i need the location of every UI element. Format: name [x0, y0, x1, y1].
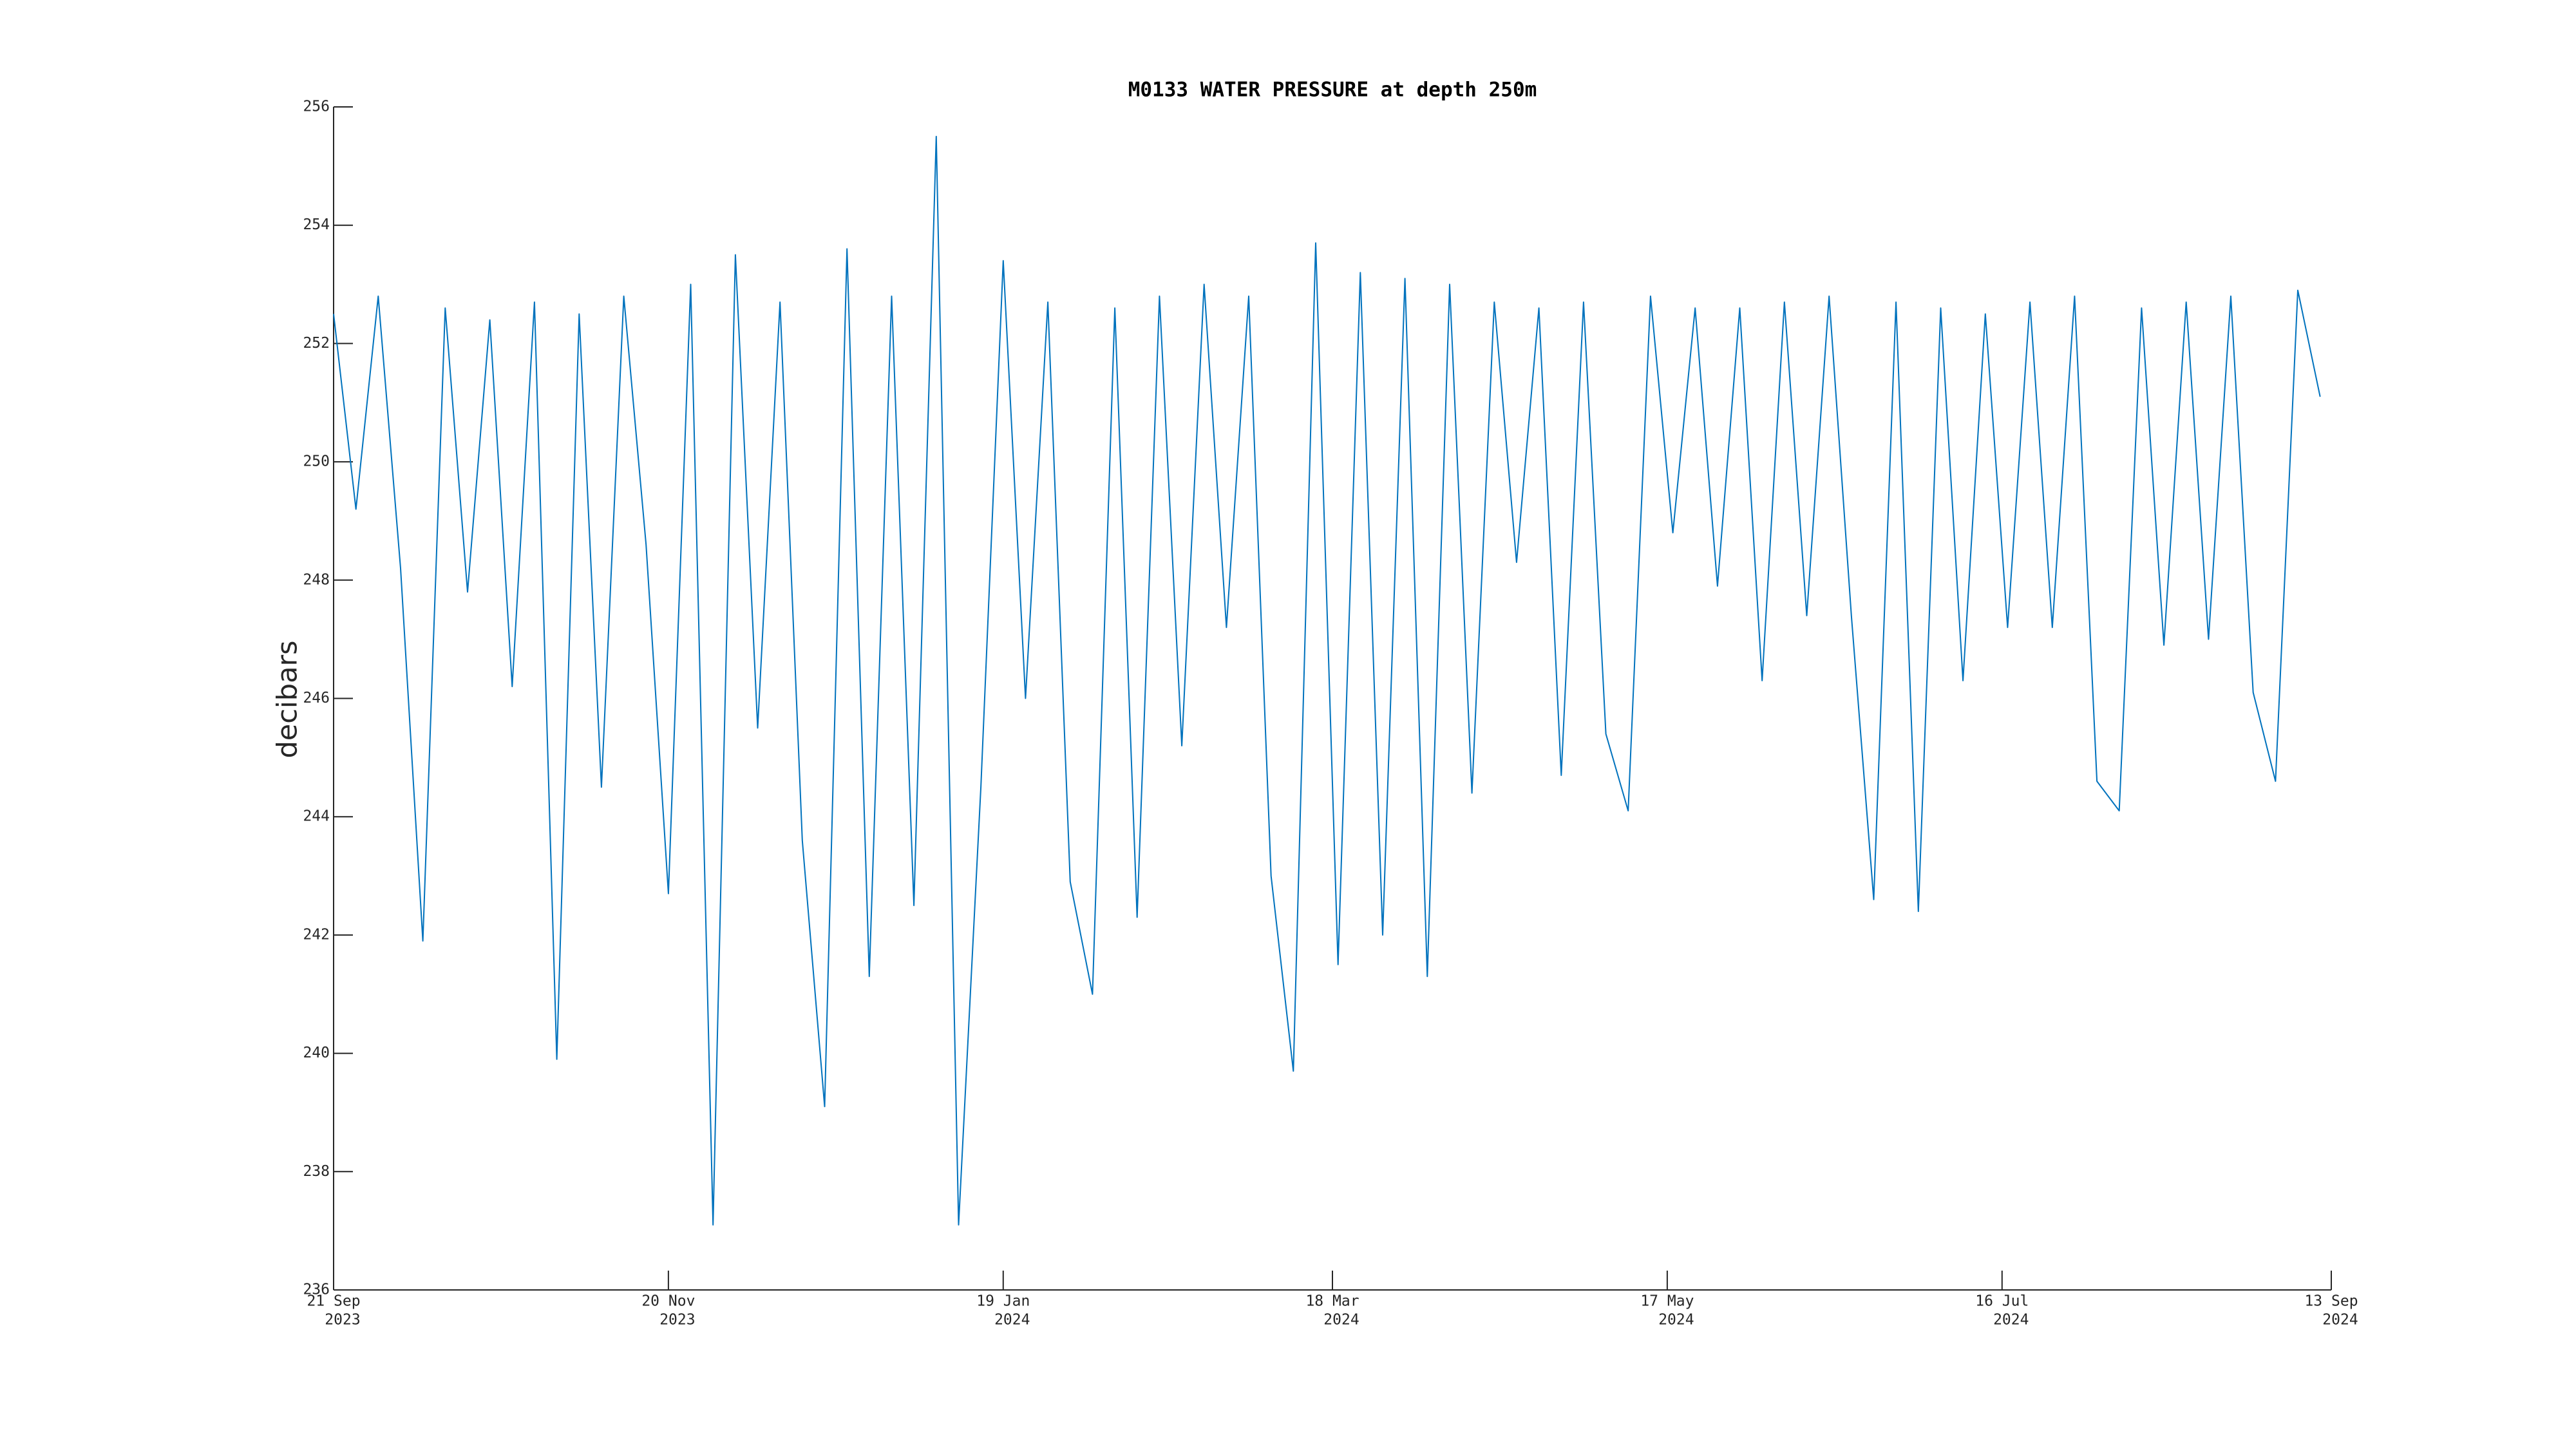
x-tick-label: 18 Mar: [1305, 1293, 1359, 1310]
x-tick-label: 2023: [659, 1312, 695, 1329]
y-tick-label: 248: [303, 571, 330, 588]
chart-title: M0133 WATER PRESSURE at depth 250m: [1128, 79, 1537, 102]
x-tick-label: 2024: [1323, 1312, 1359, 1329]
x-tick-label: 20 Nov: [641, 1293, 695, 1310]
y-tick-label: 250: [303, 453, 330, 470]
y-tick-label: 252: [303, 335, 330, 352]
x-tick-label: 17 May: [1640, 1293, 1694, 1310]
x-tick-label: 2024: [1658, 1312, 1694, 1329]
x-tick-label: 19 Jan: [976, 1293, 1030, 1310]
y-tick-label: 242: [303, 926, 330, 943]
x-tick-label: 2024: [1993, 1312, 2029, 1329]
y-tick-label: 246: [303, 690, 330, 706]
y-axis-label: decibars: [272, 640, 304, 758]
x-tick-label: 13 Sep: [2304, 1293, 2358, 1310]
y-tick-label: 244: [303, 808, 330, 825]
x-tick-label: 21 Sep: [307, 1293, 360, 1310]
y-tick-label: 238: [303, 1163, 330, 1180]
x-tick-label: 2024: [2322, 1312, 2358, 1329]
y-tick-label: 236: [303, 1282, 330, 1298]
data-line: [333, 135, 2321, 1226]
x-tick-label: 16 Jul: [1975, 1293, 2029, 1310]
y-tick-label: 256: [303, 99, 330, 115]
x-tick-label: 2023: [325, 1312, 360, 1329]
x-tick-label: 2024: [994, 1312, 1030, 1329]
y-tick-label: 254: [303, 216, 330, 233]
y-tick-label: 240: [303, 1045, 330, 1061]
